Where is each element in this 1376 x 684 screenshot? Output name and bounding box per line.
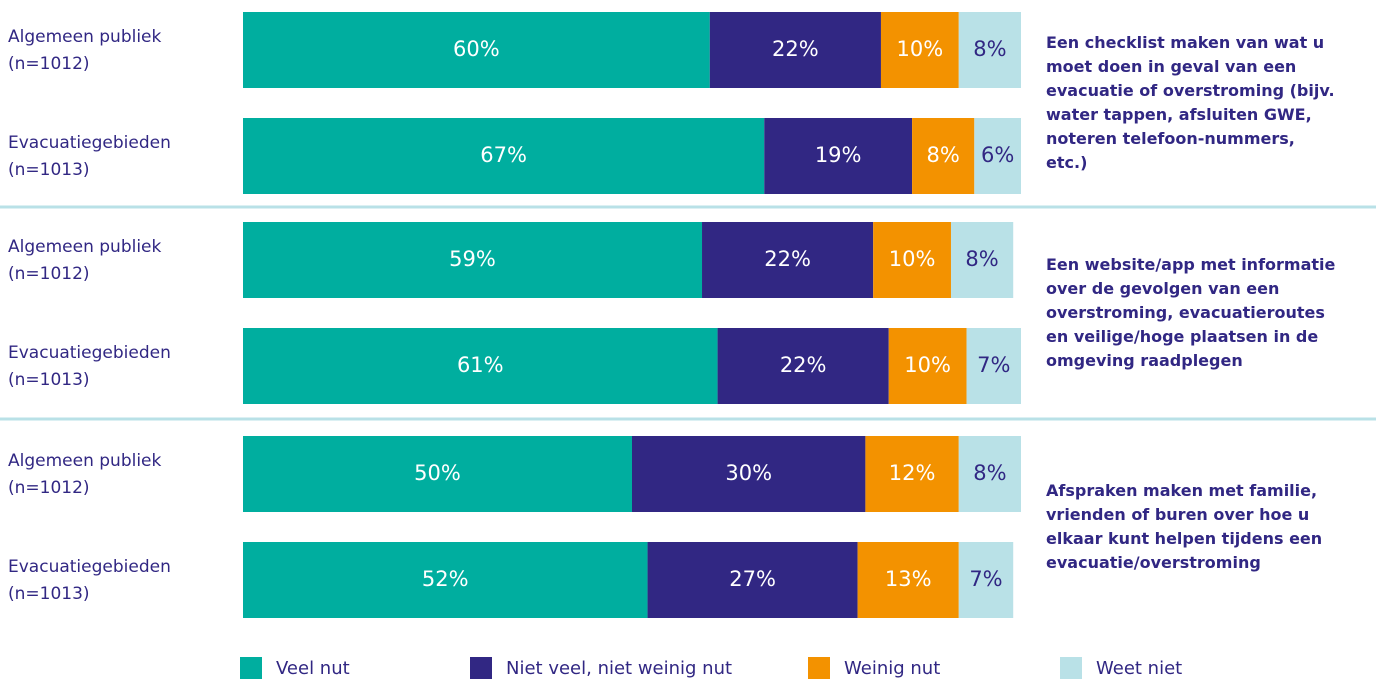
bar-segment xyxy=(243,222,703,298)
category-label: Algemeen publiek xyxy=(8,237,162,257)
bar-segment xyxy=(243,118,765,194)
bar-segment xyxy=(958,12,1021,88)
category-label: (n=1012) xyxy=(8,54,90,74)
value-label: 60% xyxy=(453,37,500,61)
bar-segment xyxy=(647,542,858,618)
bar-segment xyxy=(958,542,1014,618)
category-label: (n=1013) xyxy=(8,160,90,180)
value-label: 22% xyxy=(780,353,827,377)
value-label: 59% xyxy=(449,247,496,271)
category-label: Algemeen publiek xyxy=(8,451,162,471)
value-label: 52% xyxy=(422,567,469,591)
bar-segment xyxy=(709,12,881,88)
value-label: 6% xyxy=(981,143,1014,167)
value-label: 10% xyxy=(889,247,936,271)
category-label: Algemeen publiek xyxy=(8,27,162,47)
category-label: (n=1013) xyxy=(8,584,90,604)
legend-swatch xyxy=(808,657,830,679)
category-label: Evacuatiegebieden xyxy=(8,133,171,153)
legend-swatch xyxy=(1060,657,1082,679)
value-label: 67% xyxy=(480,143,527,167)
bar-segment xyxy=(717,328,889,404)
bar-segment xyxy=(974,118,1021,194)
legend-label: Niet veel, niet weinig nut xyxy=(506,658,732,679)
bar-segment xyxy=(880,12,959,88)
category-label: (n=1012) xyxy=(8,478,90,498)
value-label: 19% xyxy=(815,143,862,167)
bar-segment xyxy=(243,436,632,512)
value-label: 22% xyxy=(772,37,819,61)
group-label: Een checklist maken van wat u moet doen … xyxy=(1046,33,1335,172)
group-label: Afspraken maken met familie, vrienden of… xyxy=(1046,481,1323,572)
legend-label: Weinig nut xyxy=(844,658,940,679)
value-label: 10% xyxy=(897,37,944,61)
category-label: Evacuatiegebieden xyxy=(8,557,171,577)
bar-segment xyxy=(966,328,1021,404)
bar-segment xyxy=(873,222,951,298)
category-label: (n=1012) xyxy=(8,264,90,284)
category-label: Evacuatiegebieden xyxy=(8,343,171,363)
bar-segment xyxy=(888,328,967,404)
value-label: 61% xyxy=(457,353,504,377)
legend-swatch xyxy=(240,657,262,679)
group-label: Een website/app met informatie over de g… xyxy=(1046,255,1336,370)
value-label: 27% xyxy=(729,567,776,591)
bar-segment xyxy=(243,328,718,404)
bar-segment xyxy=(912,118,975,194)
value-label: 7% xyxy=(969,567,1002,591)
value-label: 50% xyxy=(414,461,461,485)
value-label: 30% xyxy=(725,461,772,485)
bar-segment xyxy=(632,436,866,512)
bar-segment xyxy=(702,222,874,298)
bar-segment xyxy=(243,12,710,88)
value-label: 8% xyxy=(973,37,1006,61)
value-label: 22% xyxy=(764,247,811,271)
legend-label: Weet niet xyxy=(1096,658,1182,679)
bar-segment xyxy=(865,436,959,512)
value-label: 8% xyxy=(965,247,998,271)
legend-swatch xyxy=(470,657,492,679)
value-label: 7% xyxy=(977,353,1010,377)
value-label: 8% xyxy=(927,143,960,167)
bar-segment xyxy=(857,542,959,618)
bar-segment xyxy=(764,118,913,194)
value-label: 10% xyxy=(904,353,951,377)
legend-label: Veel nut xyxy=(276,658,350,679)
category-label: (n=1013) xyxy=(8,370,90,390)
value-label: 8% xyxy=(973,461,1006,485)
value-label: 12% xyxy=(889,461,936,485)
bar-segment xyxy=(950,222,1014,298)
bar-segment xyxy=(958,436,1021,512)
bar-segment xyxy=(243,542,648,618)
value-label: 13% xyxy=(885,567,932,591)
